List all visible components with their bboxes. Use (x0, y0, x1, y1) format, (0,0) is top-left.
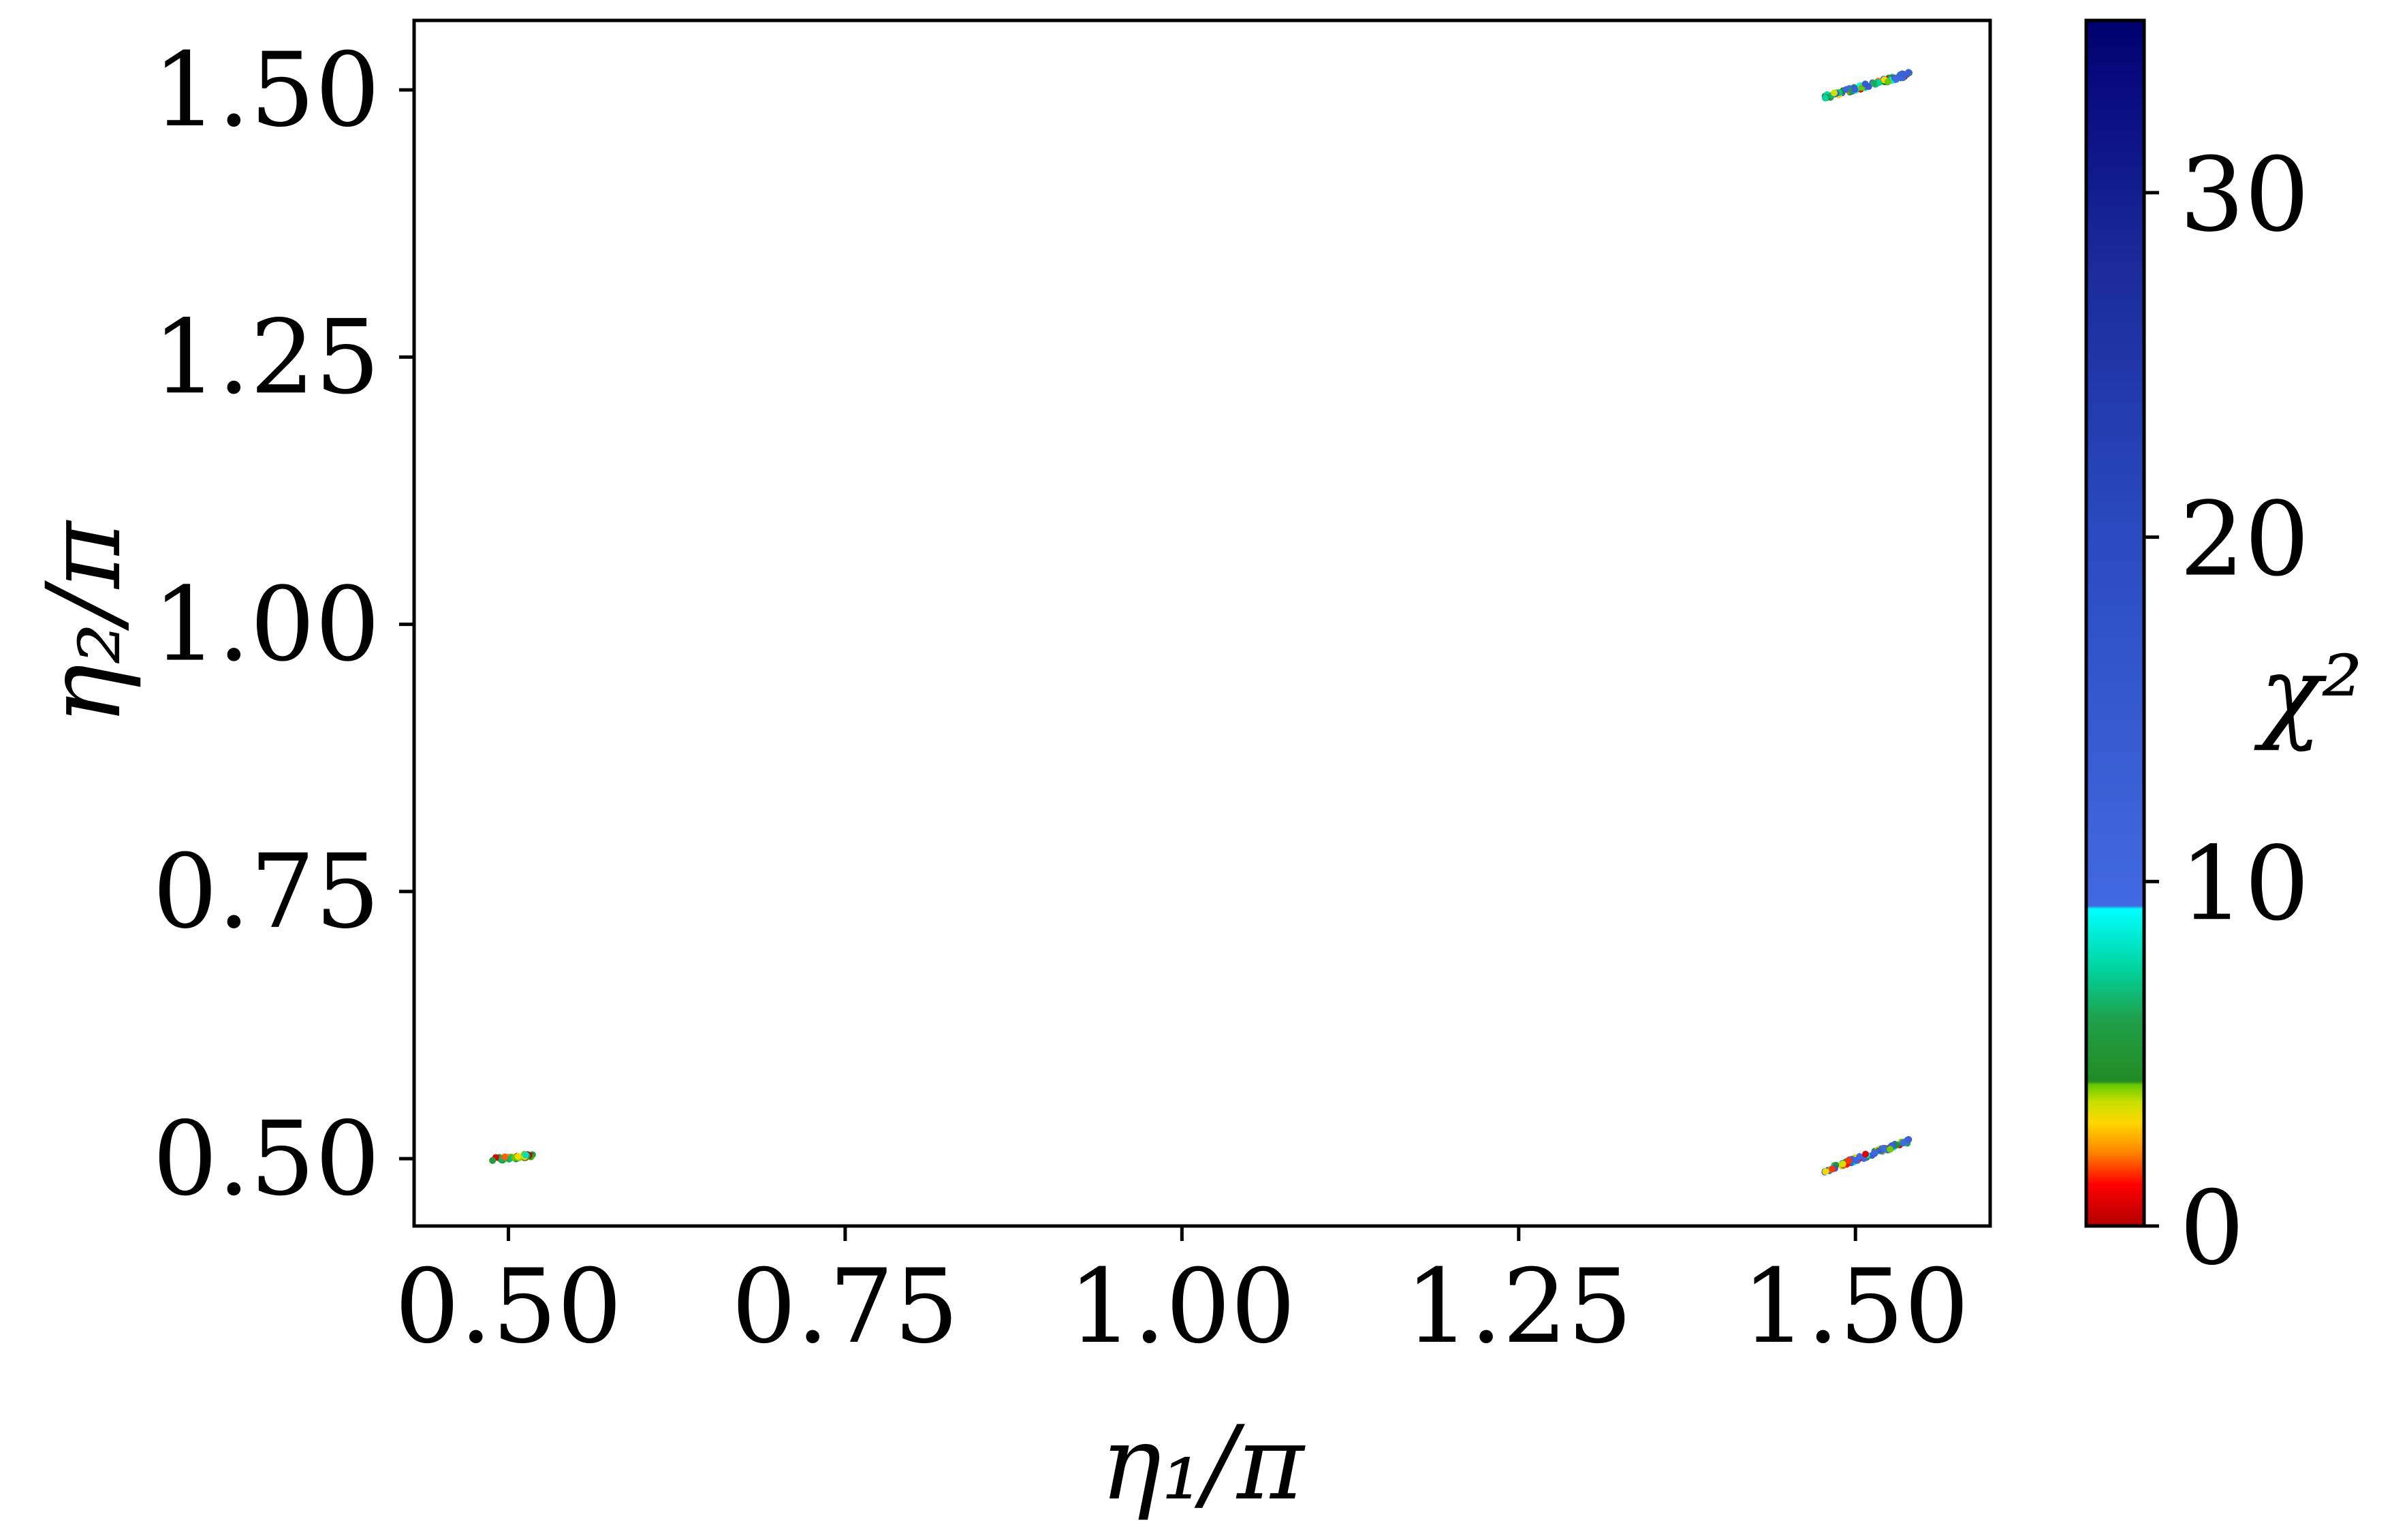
scatter-point (1865, 83, 1872, 91)
y-tick-label: 1.00 (153, 566, 380, 685)
x-tick-label: 0.50 (394, 1248, 622, 1366)
scatter-point (1870, 80, 1878, 87)
y-tick-label: 0.50 (153, 1100, 380, 1219)
colorbar: 0 10 20 30 χ² (2084, 18, 2363, 1288)
colorbar-label: χ² (2254, 635, 2363, 753)
x-tick-label: 0.75 (731, 1248, 959, 1366)
scatter-point (1893, 76, 1900, 83)
plot-area (412, 18, 1992, 1228)
x-tick-label: 1.00 (1068, 1248, 1295, 1366)
scatter-point (501, 1153, 509, 1161)
x-axis-ticks: 0.50 0.75 1.00 1.25 1.50 (394, 1226, 1969, 1366)
x-axis-label: η₁/π (1100, 1404, 1306, 1523)
scatter-point (1899, 1140, 1906, 1147)
scatter-point (1887, 1146, 1894, 1153)
scatter-point (1871, 1149, 1878, 1157)
scatter-point (1821, 94, 1829, 101)
x-tick-label: 1.25 (1405, 1248, 1633, 1366)
colorbar-tick-label: 0 (2179, 1169, 2244, 1288)
scatter-point (1880, 1144, 1887, 1152)
colorbar-bar (2084, 18, 2146, 1228)
y-tick-label: 0.75 (153, 833, 380, 952)
x-tick-label: 1.50 (1742, 1248, 1969, 1366)
scatter-point (1862, 1150, 1870, 1158)
y-tick-label: 1.25 (153, 298, 380, 417)
scatter-point (489, 1157, 497, 1164)
scatter-point (1831, 89, 1838, 97)
scatter-point (1904, 1136, 1912, 1144)
y-axis-ticks: 0.50 0.75 1.00 1.25 1.50 (153, 31, 414, 1219)
colorbar-tick-label: 10 (2179, 825, 2310, 943)
colorbar-tick-label: 20 (2179, 481, 2310, 599)
scatter-point (514, 1152, 522, 1160)
scatter-point (1829, 1165, 1836, 1173)
scatter-point (522, 1151, 529, 1159)
scatter-point (1822, 1168, 1829, 1176)
scatter-point (1856, 1152, 1863, 1160)
scatter-point (1851, 86, 1859, 93)
y-axis-label: η₂/π (25, 520, 144, 725)
y-tick-label: 1.50 (153, 31, 380, 150)
colorbar-ticks: 0 10 20 30 (2144, 136, 2310, 1288)
plot-frame (412, 18, 1992, 1228)
scatter-point (1900, 70, 1908, 78)
scatter-point (1885, 78, 1892, 85)
colorbar-tick-label: 30 (2179, 136, 2310, 255)
scatter-point (1845, 1157, 1853, 1164)
scatter-point (1839, 1161, 1846, 1168)
scatter-points (489, 69, 1913, 1176)
